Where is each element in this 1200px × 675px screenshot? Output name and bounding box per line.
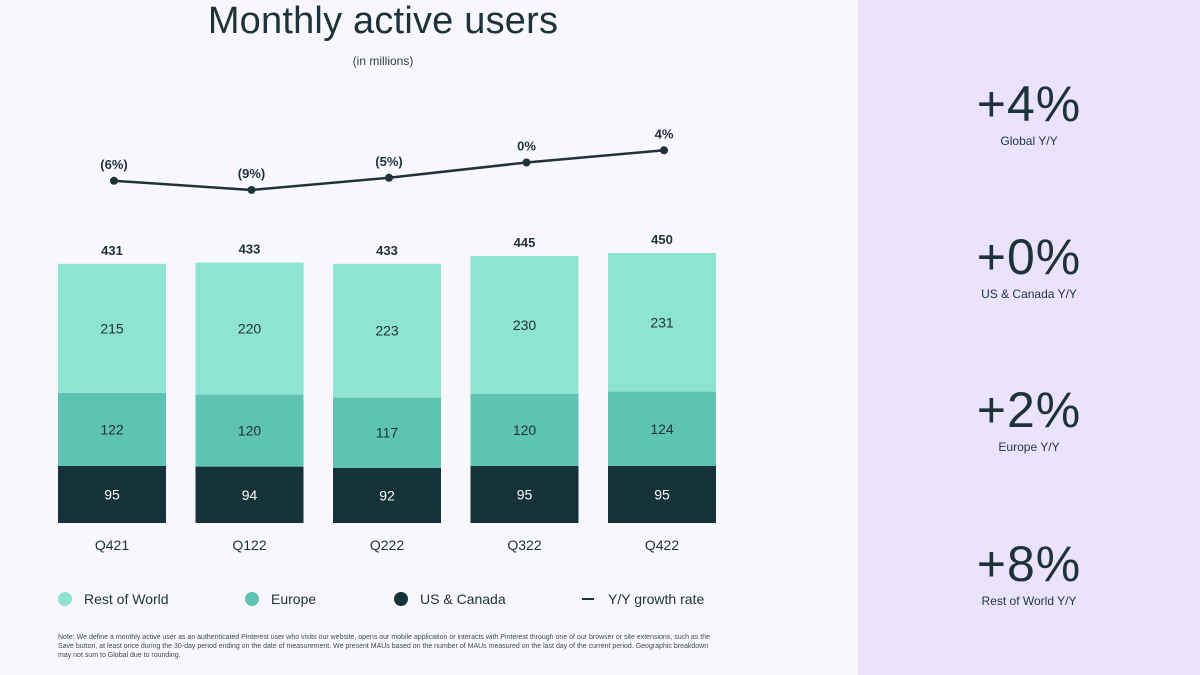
growth-point [110,176,118,185]
x-tick-label: Q421 [95,537,129,553]
kpi-label: Europe Y/Y [998,440,1060,454]
growth-label: (9%) [238,166,265,181]
bar-value-label: 95 [517,487,533,503]
bar-segment-europe [58,392,166,466]
bar-total-label: 450 [651,232,673,247]
legend-line-growth-rate [582,598,594,600]
growth-label: 0% [517,139,536,154]
bar-segment-us-canada [470,466,579,523]
kpi-us-canada: +0% US & Canada Y/Y [858,229,1200,301]
growth-label: (5%) [375,154,402,169]
legend-swatch-us-canada [394,592,408,606]
bar-segment-rest-of-world [333,263,441,398]
bar-value-label: 122 [100,421,124,437]
chart-legend: Rest of World Europe US & Canada Y/Y gro… [58,591,738,613]
chart-panel: 95 122 215 431 Q421 94 120 220 433 Q122 92 117 223 43… [58,0,738,659]
chart-title: Monthly active users [207,0,559,42]
kpi-rest-of-world: +8% Rest of World Y/Y [858,536,1200,608]
kpi-europe: +2% Europe Y/Y [858,382,1200,454]
growth-point [385,173,393,182]
bar-total-label: 445 [514,235,536,250]
bar-value-label: 92 [379,487,395,503]
bar-total-label: 433 [239,242,261,257]
kpi-label: US & Canada Y/Y [981,287,1077,301]
footnote: Note: We define a monthly active user as… [58,634,710,659]
chart-subtitle: (in millions) [352,54,414,68]
bar-value-label: 120 [238,423,262,439]
legend-item-us-canada: US & Canada [394,591,506,607]
bar-total-label: 431 [101,243,123,258]
bar-value-label: 94 [242,487,258,503]
growth-label: 4% [655,126,674,141]
bar-segment-rest-of-world [470,256,579,394]
kpi-value: +4% [976,76,1082,132]
bar-segment-us-canada [608,466,716,523]
x-tick-label: Q122 [232,537,266,553]
kpi-value: +2% [976,382,1082,438]
x-tick-label: Q322 [507,537,541,553]
bar-value-label: 220 [238,321,262,337]
legend-label: Rest of World [84,591,169,607]
bar-value-label: 95 [654,487,670,503]
growth-point [247,185,256,194]
legend-item-growth-rate: Y/Y growth rate [582,591,704,607]
bar-segment-rest-of-world [608,253,716,392]
legend-label: Europe [271,591,317,607]
kpi-value: +8% [976,536,1082,592]
bar-segment-us-canada [333,467,441,523]
bar-total-label: 433 [376,243,398,258]
bar-value-label: 215 [100,320,124,336]
growth-point [660,146,668,155]
kpi-panel: +4% Global Y/Y +0% US & Canada Y/Y +2% E… [858,0,1200,675]
legend-item-europe: Europe [245,591,316,607]
legend-label: Y/Y growth rate [608,591,705,607]
bar-segment-europe [608,391,716,466]
bar-value-label: 231 [650,314,674,330]
bar-segment-us-canada [58,466,166,523]
bar-segment-rest-of-world [195,262,304,395]
legend-item-rest-of-world: Rest of World [58,591,169,607]
x-tick-label: Q422 [645,537,679,553]
bar-segment-europe [470,394,579,466]
bar-value-label: 120 [513,422,537,438]
bar-value-label: 124 [650,421,674,437]
bar-value-label: 95 [104,487,120,503]
bar-segment-us-canada [195,466,304,523]
legend-label: US & Canada [420,591,506,607]
bar-segment-rest-of-world [58,263,166,393]
growth-label: (6%) [100,157,127,172]
x-tick-label: Q222 [370,537,404,553]
kpi-global: +4% Global Y/Y [858,76,1200,148]
kpi-label: Rest of World Y/Y [981,594,1077,608]
legend-swatch-europe [245,592,259,606]
bar-segment-europe [195,394,304,467]
bar-value-label: 223 [375,323,399,339]
bar-segment-europe [333,397,441,468]
kpi-label: Global Y/Y [1000,134,1058,148]
kpi-value: +0% [976,229,1082,285]
growth-point [522,158,531,167]
bar-value-label: 230 [513,317,537,333]
legend-swatch-rest-of-world [58,592,72,606]
bar-value-label: 117 [376,425,399,441]
chart-canvas: 95 122 215 431 Q421 94 120 220 433 Q122 92 117 223 43… [58,126,716,553]
